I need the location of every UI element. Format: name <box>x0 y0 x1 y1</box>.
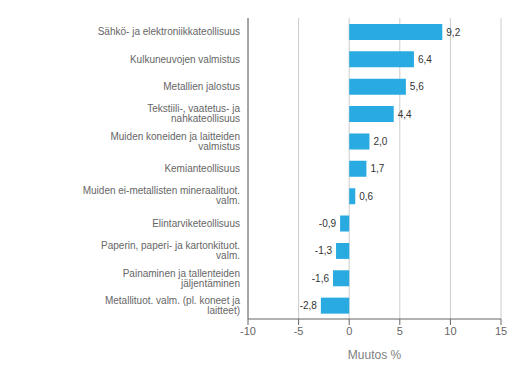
svg-text:Muutos %: Muutos % <box>348 348 402 362</box>
svg-text:Paperin, paperi- ja kartonkitu: Paperin, paperi- ja kartonkituot.valm. <box>101 240 240 261</box>
svg-text:5,6: 5,6 <box>410 81 424 92</box>
svg-text:1,7: 1,7 <box>370 163 384 174</box>
svg-text:9,2: 9,2 <box>446 27 460 38</box>
svg-text:Tekstiili-, vaatetus- janahkat: Tekstiili-, vaatetus- janahkateollisuus <box>147 103 240 124</box>
svg-text:Metallituot. valm. (pl. koneet: Metallituot. valm. (pl. koneet jalaittee… <box>105 295 240 316</box>
svg-text:0,6: 0,6 <box>359 191 373 202</box>
svg-text:Painaminen ja tallenteidenjälj: Painaminen ja tallenteidenjäljentäminen <box>123 268 240 289</box>
svg-text:6,4: 6,4 <box>418 54 432 65</box>
svg-text:Kemianteollisuus: Kemianteollisuus <box>164 163 240 174</box>
svg-text:5: 5 <box>397 325 403 337</box>
svg-text:Muiden ei-metallisten mineraal: Muiden ei-metallisten mineraalituot.valm… <box>83 185 240 206</box>
svg-text:-1,6: -1,6 <box>312 273 330 284</box>
svg-text:Sähkö- ja elektroniikkateollis: Sähkö- ja elektroniikkateollisuus <box>98 26 240 37</box>
svg-text:-0,9: -0,9 <box>319 218 337 229</box>
svg-text:-2,8: -2,8 <box>300 300 318 311</box>
svg-text:-1,3: -1,3 <box>315 245 333 256</box>
svg-text:Metallien jalostus: Metallien jalostus <box>163 81 240 92</box>
svg-text:Kulkuneuvojen valmistus: Kulkuneuvojen valmistus <box>130 54 240 65</box>
svg-text:4,4: 4,4 <box>398 109 412 120</box>
svg-text:Elintarviketeollisuus: Elintarviketeollisuus <box>152 218 240 229</box>
svg-text:15: 15 <box>495 325 507 337</box>
svg-text:10: 10 <box>444 325 456 337</box>
svg-text:0: 0 <box>346 325 352 337</box>
svg-text:-5: -5 <box>294 325 304 337</box>
svg-text:-10: -10 <box>240 325 256 337</box>
svg-text:2,0: 2,0 <box>373 136 387 147</box>
svg-text:Muiden koneiden ja laitteidenv: Muiden koneiden ja laitteidenvalmistus <box>110 131 240 152</box>
